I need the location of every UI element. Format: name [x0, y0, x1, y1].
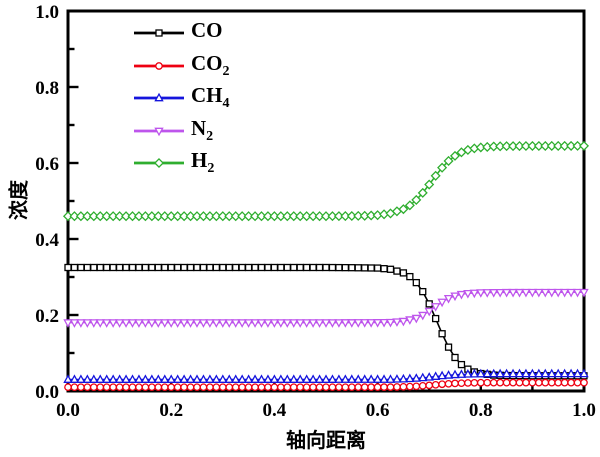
- y-tick-label: 0.6: [35, 154, 59, 175]
- legend-label-ch4: CH4: [191, 83, 230, 112]
- y-tick-label: 1.0: [35, 2, 59, 23]
- x-tick-label: 0.4: [263, 400, 287, 421]
- y-axis-title: 浓度: [8, 180, 31, 220]
- x-tick-label: 1.0: [572, 400, 596, 421]
- y-tick-label: 0.8: [35, 78, 59, 99]
- series-N2-markers: [63, 288, 589, 328]
- x-tick-label: 0.2: [159, 400, 183, 421]
- legend-swatch-co2: [134, 61, 184, 70]
- x-axis-title: 轴向距离: [286, 430, 366, 452]
- y-tick-label: 0.4: [35, 230, 59, 251]
- x-tick-label: 0.6: [366, 400, 390, 421]
- legend-swatch-ch4: [134, 92, 184, 102]
- series-CH4-markers: [63, 368, 589, 383]
- x-tick-label: 0.8: [469, 400, 493, 421]
- H2-legend-marker-icon: [153, 158, 165, 169]
- legend-swatch-n2: [134, 127, 184, 137]
- legend-label-n2: N2: [191, 115, 214, 144]
- legend: CO CO2 CH4 N2 H2: [132, 17, 230, 180]
- legend-entry-ch4: CH4: [132, 82, 230, 115]
- legend-label-co2: CO2: [191, 50, 230, 79]
- N2-legend-marker-icon: [154, 127, 164, 137]
- legend-swatch-co: [134, 29, 184, 37]
- CH4-legend-marker-icon: [154, 92, 164, 102]
- legend-label-co: CO: [191, 18, 223, 43]
- legend-swatch-h2: [134, 158, 184, 169]
- legend-entry-co: CO: [132, 17, 230, 50]
- series-H2-markers: [62, 140, 590, 222]
- x-tick-labels: 0.0 0.2 0.4 0.6 0.8 1.0: [56, 400, 596, 421]
- x-tick-label: 0.0: [56, 400, 80, 421]
- y-tick-label: 0.2: [35, 306, 59, 327]
- legend-entry-h2: H2: [132, 147, 230, 180]
- CO2-legend-marker-icon: [155, 61, 163, 70]
- CO-legend-marker-icon: [155, 29, 163, 37]
- legend-entry-co2: CO2: [132, 50, 230, 83]
- y-tick-labels: 0.0 0.2 0.4 0.6 0.8 1.0: [35, 2, 59, 403]
- legend-entry-n2: N2: [132, 115, 230, 148]
- y-tick-label: 0.0: [35, 382, 59, 403]
- legend-label-h2: H2: [191, 148, 215, 177]
- series-CO2-markers: [64, 378, 588, 392]
